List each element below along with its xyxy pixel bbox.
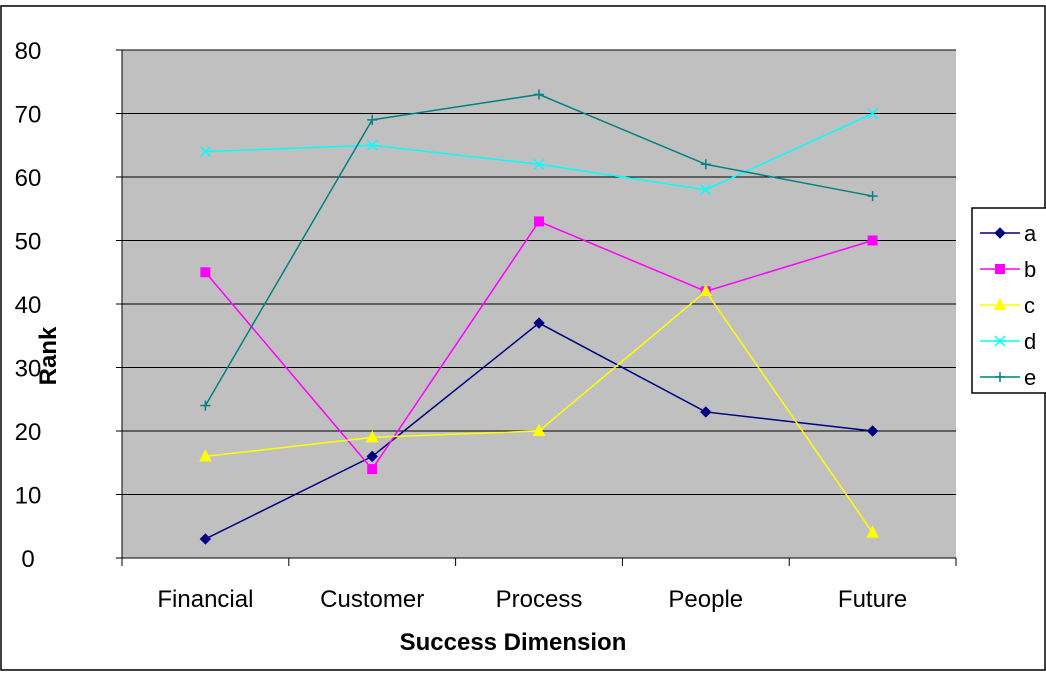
data-point-e-future (867, 191, 878, 202)
data-point-c-financial (199, 449, 212, 462)
data-point-d-financial (199, 146, 211, 158)
legend-label-c: c (1024, 293, 1035, 318)
data-point-c-process (532, 423, 546, 436)
data-point-a-process (533, 317, 545, 329)
data-point-b-customer (367, 464, 378, 475)
marker-stroke (199, 146, 211, 158)
x-tick-label-customer: Customer (320, 586, 424, 613)
gridlines (122, 49, 956, 495)
y-tick-label: 10 (15, 483, 42, 510)
data-point-e-people (700, 159, 711, 170)
data-point-c-people (699, 284, 713, 297)
y-tick-label: 60 (15, 165, 42, 192)
y-axis-title: Rank (35, 326, 62, 385)
y-tick-label: 80 (15, 38, 42, 65)
legend-item-c: c (980, 293, 1035, 318)
legend-marker-a (994, 227, 1006, 239)
data-point-d-process (533, 158, 545, 170)
marker-stroke (366, 139, 378, 151)
x-tick-label-process: Process (496, 586, 583, 613)
y-tick-label: 30 (15, 356, 42, 383)
y-tick-label: 70 (15, 102, 42, 129)
marker-stroke (700, 184, 712, 196)
data-point-a-financial (199, 533, 212, 545)
legend-marker-d (994, 335, 1006, 347)
y-tick-label: 50 (15, 229, 42, 256)
series-c (199, 284, 879, 538)
data-point-b-process (534, 216, 544, 227)
x-tick-label-future: Future (838, 586, 907, 613)
x-tick-label-people: People (668, 586, 743, 613)
legend-label-b: b (1024, 257, 1036, 282)
x-axis-title: Success Dimension (400, 629, 627, 656)
data-point-e-customer (367, 114, 378, 125)
data-point-e-process (534, 89, 544, 100)
data-point-d-future (867, 107, 879, 120)
data-point-d-customer (366, 139, 378, 151)
legend-box (971, 207, 1046, 394)
series-d (199, 107, 879, 196)
legend-item-e: e (980, 365, 1036, 390)
data-point-c-future (866, 525, 879, 538)
tick-labels: 0 10 20 30 40 50 60 70 80 Financial Customer Proces… (15, 38, 908, 613)
legend-item-d: d (980, 329, 1036, 354)
data-point-a-people (700, 406, 712, 418)
data-point-a-customer (366, 450, 378, 463)
data-point-c-customer (365, 430, 379, 443)
x-tick-label-financial: Financial (157, 586, 253, 613)
legend-item-b: b (980, 257, 1036, 282)
y-tick-label: 20 (15, 419, 42, 446)
y-tick-label: 0 (21, 546, 34, 573)
marker-stroke (867, 107, 879, 120)
legend-item-a: a (980, 221, 1037, 246)
legend-label-e: e (1024, 365, 1036, 390)
legend-label-d: d (1024, 329, 1036, 354)
data-point-d-people (700, 184, 712, 196)
legend-marker-b (995, 264, 1005, 274)
legend-label-a: a (1024, 221, 1037, 246)
data-point-b-future (867, 235, 878, 246)
series-lines (199, 89, 879, 545)
series-a (199, 317, 879, 545)
axes (116, 49, 957, 566)
legend-marker-c (993, 297, 1007, 310)
series-e (200, 89, 878, 411)
legend-marker-e (995, 372, 1005, 382)
marker-stroke (994, 335, 1006, 347)
data-point-a-future (866, 425, 879, 437)
data-point-e-financial (200, 400, 211, 411)
data-point-b-financial (200, 267, 211, 278)
marker-stroke (533, 158, 545, 170)
y-tick-label: 40 (15, 292, 42, 319)
